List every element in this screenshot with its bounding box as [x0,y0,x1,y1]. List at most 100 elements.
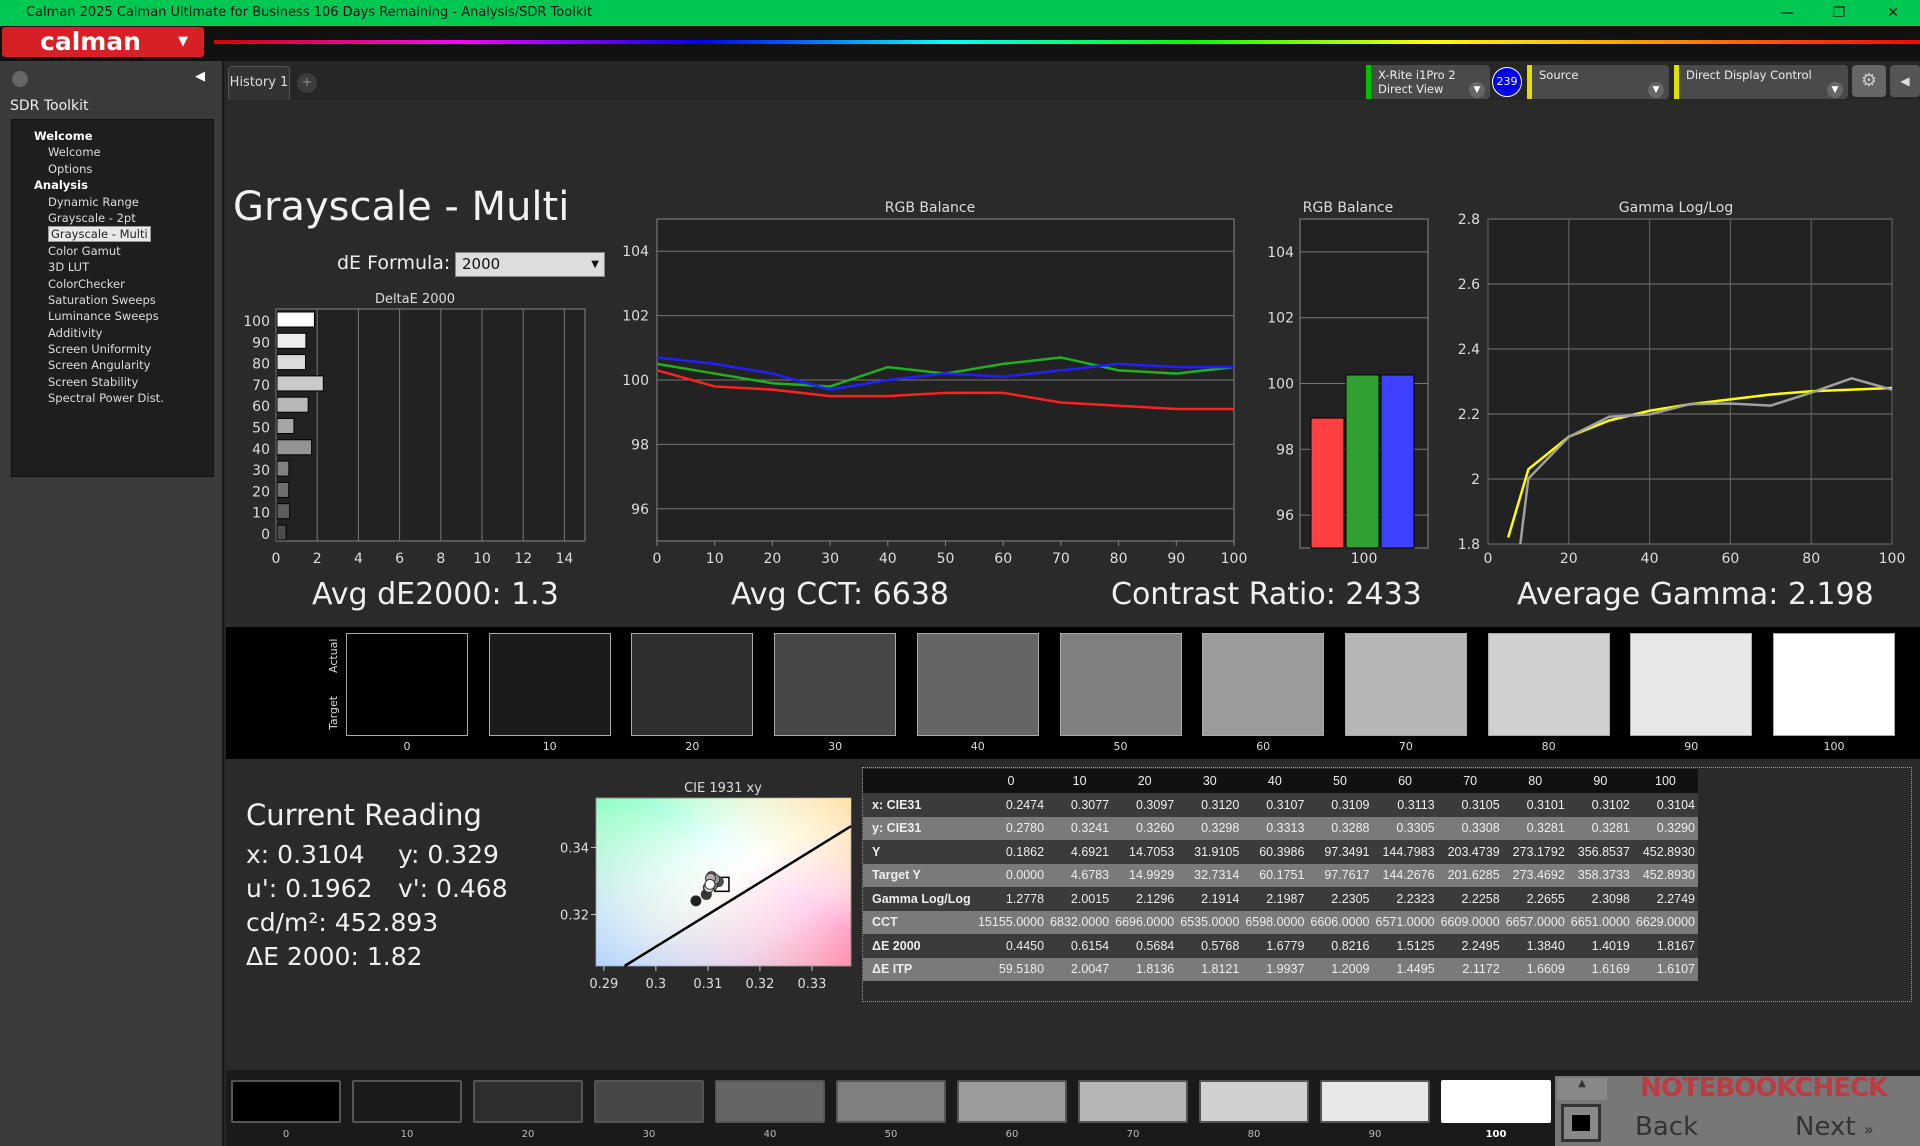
tree-item[interactable]: Screen Stability [12,374,213,390]
patch-label: 40 [763,1129,777,1140]
logo-text: calman [40,27,141,56]
table-cell: 2.0015 [1047,887,1113,911]
tree-item[interactable]: Additivity [12,325,213,341]
tree-item[interactable]: Luminance Sweeps [12,308,213,324]
table-cell: 97.3491 [1307,840,1373,864]
rgb-balance-title: RGB Balance [885,200,975,216]
patch-label: 100 [1485,1129,1507,1140]
sidebar-title: SDR Toolkit [10,98,89,114]
table-cell: 0.3260 [1112,816,1178,840]
y-tick-label: 96 [1276,508,1294,524]
stop-button[interactable] [1561,1104,1601,1142]
tree-item[interactable]: Screen Angularity [12,357,213,373]
patch-button-60[interactable] [957,1080,1067,1123]
table-cell: 0.1862 [975,840,1048,864]
swatch-label: 0 [403,740,411,753]
table-cell: 201.6285 [1437,863,1503,887]
meter-selector[interactable]: X-Rite i1Pro 2 Direct View ▼ [1366,65,1490,99]
next-button[interactable]: Next » [1795,1112,1874,1145]
page-title: Grayscale - Multi [233,184,570,230]
column-header: 80 [1502,769,1568,793]
patch-button-40[interactable] [715,1080,825,1123]
close-button[interactable]: ✕ [1887,5,1899,21]
deltae-bar-10 [276,503,291,520]
table-cell: 273.1792 [1502,840,1568,864]
pin-icon[interactable] [12,71,28,87]
tree-item[interactable]: Welcome [12,144,213,160]
tree-item[interactable]: Spectral Power Dist. [12,390,213,406]
patch-label: 50 [884,1129,898,1140]
patch-button-70[interactable] [1078,1080,1188,1123]
column-header: 30 [1177,769,1243,793]
deltae-bar-80 [276,354,307,371]
tree-item[interactable]: ColorChecker [12,276,213,292]
y-tick-label: 98 [631,437,649,453]
table-cell: 6609.0000 [1437,910,1503,934]
column-header: 70 [1437,769,1503,793]
rainbow-bar [214,40,1920,44]
tree-item[interactable]: Grayscale - Multi [12,226,213,243]
tree-item[interactable]: Dynamic Range [12,194,213,210]
patch-button-30[interactable] [594,1080,704,1123]
tab-history-1[interactable]: History 1 [228,66,290,100]
table-row: Target Y 0.0000 4.6783 14.9929 32.7314 60.175… [863,863,1698,887]
tree-item[interactable]: Screen Uniformity [12,341,213,357]
meter-badge[interactable]: 239 [1492,67,1522,97]
tree-group-welcome[interactable]: Welcome [34,129,93,143]
x-tick-label: 8 [436,551,445,567]
x-tick-label: 0 [1484,551,1493,567]
table-cell: 1.8167 [1632,934,1698,958]
add-tab-button[interactable]: + [297,73,317,93]
collapse-left-icon[interactable]: ◀ [195,69,205,84]
table-row: Y 0.1862 4.6921 14.7053 31.9105 60.3986 97.349… [863,840,1698,864]
tree-item-label: Screen Stability [48,374,139,389]
patch-button-90[interactable] [1320,1080,1430,1123]
column-header: 10 [1047,769,1113,793]
display-selector[interactable]: Direct Display Control ▼ [1674,65,1848,99]
patch-button-80[interactable] [1199,1080,1309,1123]
y-tick-label: 50 [252,421,270,437]
tree-item[interactable]: Grayscale - 2pt [12,210,213,226]
table-cell: 0.3105 [1437,793,1503,817]
minimize-button[interactable]: — [1780,5,1794,21]
patch-button-100[interactable] [1441,1080,1551,1123]
table-cell: 1.4019 [1567,934,1633,958]
meter-mode: Direct View [1378,82,1444,96]
tree-item[interactable]: Saturation Sweeps [12,292,213,308]
table-cell: 2.2655 [1502,887,1568,911]
y-tick-label: 60 [252,399,270,415]
table-cell: 1.4495 [1372,957,1438,981]
tree-item[interactable]: Options [12,161,213,177]
back-button[interactable]: Back [1635,1112,1698,1142]
source-selector[interactable]: Source ▼ [1527,65,1669,99]
gear-icon[interactable]: ⚙ [1852,65,1886,97]
table-cell: 0.3298 [1177,816,1243,840]
navigation-panel: ▲ Back Next » [1555,1076,1920,1146]
patch-button-0[interactable] [231,1080,341,1123]
table-row: CCT 15155.0000 6832.0000 6696.0000 6535.0000… [863,910,1698,934]
table-cell: 32.7314 [1177,863,1243,887]
tree-group-analysis[interactable]: Analysis [34,178,88,193]
x-tick-label: 2 [313,551,322,567]
x-tick-label: 60 [1721,551,1739,567]
de-formula-select[interactable]: 2000 ▼ [455,252,605,277]
maximize-button[interactable]: ❐ [1832,5,1846,21]
tree-item[interactable]: Color Gamut [12,243,213,259]
patch-button-50[interactable] [836,1080,946,1123]
y-tick-label: 96 [631,502,649,518]
patch-button-20[interactable] [473,1080,583,1123]
table-cell: 0.4450 [975,934,1048,958]
table-row: ΔE ITP 59.5180 2.0047 1.8136 1.8121 1.9937 1.2… [863,957,1698,981]
column-header: 0 [975,769,1048,793]
calman-logo[interactable]: calman ▼ [2,27,204,57]
table-cell: 0.5684 [1112,934,1178,958]
swatch-label: 60 [1256,740,1271,753]
table-cell: 4.6921 [1047,840,1113,864]
collapse-right-icon[interactable]: ◀ [1890,65,1920,97]
swatch-label: 80 [1541,740,1556,753]
patch-button-10[interactable] [352,1080,462,1123]
table-cell: 273.4692 [1502,863,1568,887]
tree-item[interactable]: 3D LUT [12,259,213,275]
up-arrow-button[interactable]: ▲ [1557,1078,1607,1100]
y-tick-label: 90 [252,335,270,351]
